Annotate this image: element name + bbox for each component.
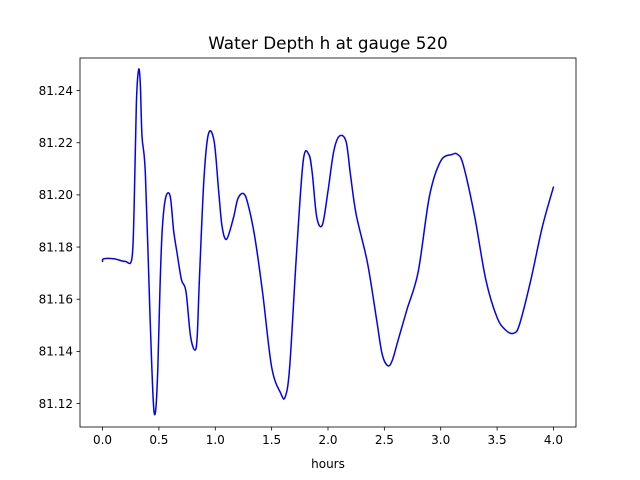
chart-title: Water Depth h at gauge 520 bbox=[208, 33, 447, 53]
x-tick-label: 3.5 bbox=[488, 433, 507, 447]
x-tick-label: 4.0 bbox=[544, 433, 563, 447]
x-axis-ticks: 0.0 0.5 1.0 1.5 2.0 2.5 3.0 3.5 4.0 bbox=[93, 427, 563, 447]
y-tick-label: 81.16 bbox=[39, 293, 73, 307]
y-axis-ticks: 81.12 81.14 81.16 81.18 81.20 81.22 81.24 bbox=[39, 84, 80, 411]
x-tick-label: 2.5 bbox=[375, 433, 394, 447]
y-tick-label: 81.20 bbox=[39, 188, 73, 202]
plot-frame bbox=[79, 57, 577, 428]
y-tick-label: 81.14 bbox=[39, 345, 73, 359]
x-tick-label: 1.0 bbox=[206, 433, 225, 447]
x-tick-label: 0.0 bbox=[93, 433, 112, 447]
x-tick-label: 0.5 bbox=[149, 433, 168, 447]
y-tick-label: 81.12 bbox=[39, 397, 73, 411]
x-tick-label: 2.0 bbox=[318, 433, 337, 447]
series-line bbox=[101, 68, 555, 416]
y-tick-label: 81.24 bbox=[39, 84, 73, 98]
x-tick-label: 1.5 bbox=[262, 433, 281, 447]
y-tick-label: 81.22 bbox=[39, 136, 73, 150]
x-axis-label: hours bbox=[311, 457, 345, 471]
x-tick-label: 3.0 bbox=[431, 433, 450, 447]
y-tick-label: 81.18 bbox=[39, 240, 73, 254]
plot-area bbox=[80, 58, 576, 427]
